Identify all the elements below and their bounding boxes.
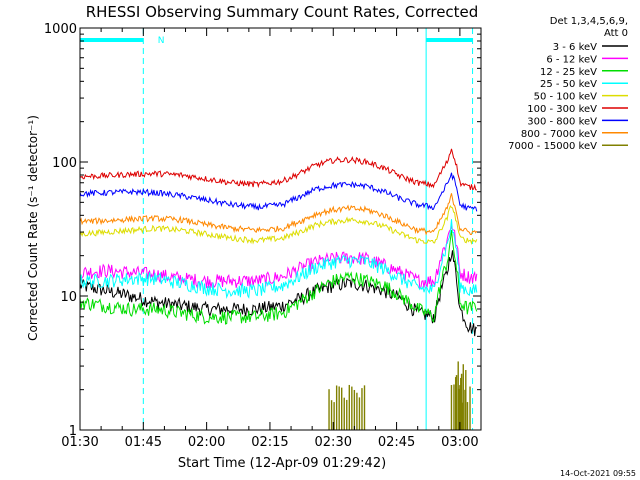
plot-area: N: [79, 28, 478, 430]
axes-frame: [79, 27, 482, 431]
series-line: [79, 219, 478, 300]
y-tick-label: 1000: [44, 22, 77, 37]
series-line: [79, 193, 478, 236]
y-tick-label: 100: [52, 156, 77, 171]
legend-entry-label: 25 - 50 keV: [540, 79, 597, 90]
legend-entry-label: 300 - 800 keV: [527, 116, 597, 127]
x-tick-label: 01:45: [125, 435, 162, 450]
x-tick-label: 02:45: [378, 435, 415, 450]
legend-entry-label: 6 - 12 keV: [546, 54, 597, 65]
x-tick-label: 03:00: [441, 435, 478, 450]
legend-entry-label: 50 - 100 keV: [534, 92, 598, 103]
legend-header-line: Det 1,3,4,5,6,9,: [550, 16, 628, 27]
x-axis-label: Start Time (12-Apr-09 01:29:42): [178, 456, 386, 471]
legend-entry-label: 800 - 7000 keV: [521, 129, 597, 140]
series-line: [79, 224, 478, 289]
y-axis-label: Corrected Count Rate (s⁻¹ detector⁻¹): [26, 115, 40, 341]
chart-title: RHESSI Observing Summary Count Rates, Co…: [86, 3, 479, 21]
y-tick-label: 1: [69, 424, 77, 439]
series-line: [79, 148, 477, 191]
axes: 01:30 01:45 02:00 02:15 02:30 02:45 03:00 1 10 10…: [44, 22, 482, 450]
legend-entry-label: 100 - 300 keV: [527, 104, 597, 115]
legend-entry-label: 3 - 6 keV: [553, 42, 597, 53]
x-tick-label: 02:15: [251, 435, 288, 450]
x-tick-label: 02:30: [315, 435, 352, 450]
footer-timestamp: 14-Oct-2021 09:55: [560, 469, 636, 478]
series-line: [79, 204, 478, 246]
annotation-label: N: [158, 36, 165, 46]
legend-header-line: Att 0: [604, 28, 628, 39]
x-tick-label: 02:00: [188, 435, 225, 450]
legend-entry-label: 12 - 25 keV: [540, 67, 597, 78]
y-tick-label: 10: [60, 290, 77, 305]
series-line: [79, 229, 478, 325]
x-tick-label: 01:30: [61, 435, 98, 450]
series-line: [79, 172, 478, 212]
legend-entry-label: 7000 - 15000 keV: [508, 141, 597, 152]
